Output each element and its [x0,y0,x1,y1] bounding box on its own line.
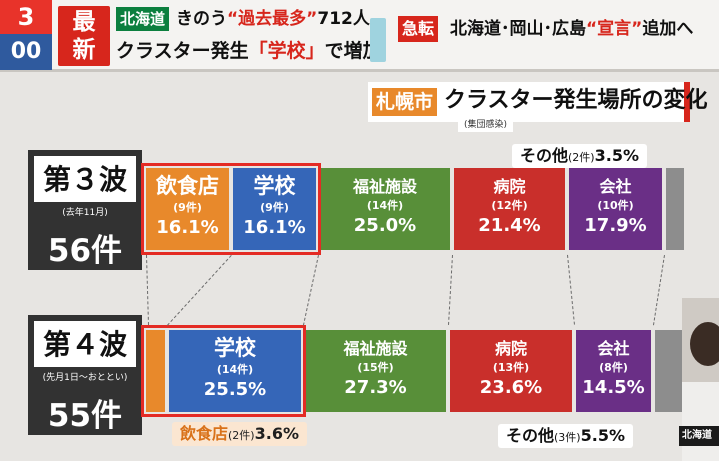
headline-secondary: クラスター発生「学校」で増加 [116,38,382,64]
wave-3-segment-1: 学校 (9件) 16.1% [233,168,316,250]
segment-percent: 14.5% [582,377,645,398]
segment-label: 会社 [597,339,630,358]
wave-3-name: 第３波 [34,156,136,202]
headline-primary: きのう“過去最多”712人 [176,6,370,32]
segment-label: 会社 [599,177,632,196]
segment-count: (12件) [491,199,528,212]
panel-title: クラスター発生場所の変化 [444,88,708,113]
headline-primary-highlight: “過去最多” [227,9,318,29]
wave-3-label: 第３波 (去年11月) 56件 [28,150,142,270]
wave-4-count: 55件 [47,398,123,434]
segment-percent: 25.0% [353,215,417,236]
callout-other-wave3-count: (2件) [568,151,595,164]
headline-primary-post: 712人 [317,9,370,29]
urgent-tag: 急転 [398,16,439,42]
city-tag: 札幌市 [372,88,438,116]
segment-label: 学校 [214,336,256,360]
wave-3-range: (去年11月) [62,208,108,218]
wave-4-segment-2: 福祉施設 (15件) 27.3% [305,330,446,412]
wave-4-segment-1: 学校 (14件) 25.5% [169,330,301,412]
callout-restaurant-wave4-pct: 3.6% [254,424,299,443]
wave-3-segment-5 [666,168,684,250]
callout-other-wave3-label: その他 [520,146,569,165]
wave-3-bar: 飲食店 (9件) 16.1% 学校 (9件) 16.1% 福祉施設 (14件) 25.0% 病院 (… [141,163,684,255]
segment-count: (10件) [597,199,634,212]
segment-count: (9件) [173,201,202,214]
segment-count: (14件) [366,199,404,212]
wave-4-label: 第４波 (先月1日～おととい) 55件 [28,315,142,435]
urgent-headline: 北海道･岡山･広島“宣言”追加へ [450,16,693,42]
segment-count: (9件) [260,201,289,214]
segment-percent: 27.3% [344,377,407,398]
callout-restaurant-wave4-label: 飲食店 [180,424,229,443]
ticker-divider [370,18,386,62]
clock-hour: 3 [0,0,52,34]
wave-4-segment-4: 会社 (8件) 14.5% [576,330,651,412]
panel-note: (集団感染) [458,118,514,132]
connector-line-1 [167,255,232,326]
connector-line-0 [146,254,149,325]
headline-secondary-pre: クラスター発生 [116,40,249,62]
callout-restaurant-wave4-count: (2件) [228,429,255,442]
callout-other-wave4-label: その他 [506,426,555,445]
wave-3-segment-3: 病院 (12件) 21.4% [454,168,565,250]
segment-percent: 16.1% [156,217,219,238]
headline-secondary-highlight: 「学校」 [248,40,325,62]
callout-other-wave4-pct: 5.5% [580,426,625,445]
segment-percent: 17.9% [584,215,647,236]
callout-other-wave3: その他(2件)3.5% [512,144,647,168]
wave-3-highlight-frame [141,163,321,255]
segment-percent: 25.5% [203,379,267,400]
segment-label: 福祉施設 [352,177,417,196]
clock-minutes: 00 [0,34,52,70]
callout-other-wave4: その他(3件)5.5% [498,424,633,448]
segment-label: 飲食店 [156,174,219,198]
wave-4-range: (先月1日～おととい) [42,373,128,383]
urgent-headline-highlight: “宣言” [586,19,643,39]
breaking-news-label: 最新 [72,9,96,63]
callout-restaurant-wave4: 飲食店(2件)3.6% [172,422,307,446]
connector-line-4 [567,254,575,325]
wave-4-segment-5 [655,330,683,412]
segment-percent: 16.1% [243,217,306,238]
presenter-nameplate: 北海道 [679,426,719,446]
segment-count: (15件) [357,361,394,374]
callout-other-wave3-pct: 3.5% [594,146,639,165]
segment-label: 病院 [493,177,526,196]
wave-4-bar: 学校 (14件) 25.5% 福祉施設 (15件) 27.3% 病院 (13件) 23.6% 会社… [141,325,684,417]
urgent-headline-post: 追加へ [642,19,694,39]
callout-other-wave4-count: (3件) [554,431,581,444]
breaking-news-badge: 最新 [58,6,110,66]
wave-4-name: 第４波 [34,321,136,367]
wave-3-segment-0: 飲食店 (9件) 16.1% [146,168,229,250]
presenter-head [690,322,719,366]
segment-label: 学校 [253,174,296,198]
presenter-body [682,382,719,461]
segment-count: (13件) [492,361,530,374]
headline-secondary-post: で増加 [324,40,382,62]
segment-label: 病院 [494,339,527,358]
wave-3-segment-2: 福祉施設 (14件) 25.0% [320,168,450,250]
region-tag: 北海道 [116,7,170,31]
wave-4-segment-0 [146,330,165,412]
segment-label: 福祉施設 [343,339,408,358]
wave-4-segment-3: 病院 (13件) 23.6% [450,330,572,412]
segment-percent: 21.4% [478,215,541,236]
urgent-headline-pre: 北海道･岡山･広島 [450,19,586,39]
segment-count: (14件) [216,363,254,376]
headline-primary-pre: きのう [176,9,227,29]
connector-line-2 [303,255,319,326]
wave-3-segment-4: 会社 (10件) 17.9% [569,168,662,250]
connector-line-5 [653,255,665,326]
wave-3-count: 56件 [47,233,123,269]
connector-line-3 [448,255,453,326]
segment-percent: 23.6% [479,377,543,398]
wave-4-highlight-frame [141,325,306,417]
segment-count: (8件) [599,361,628,374]
